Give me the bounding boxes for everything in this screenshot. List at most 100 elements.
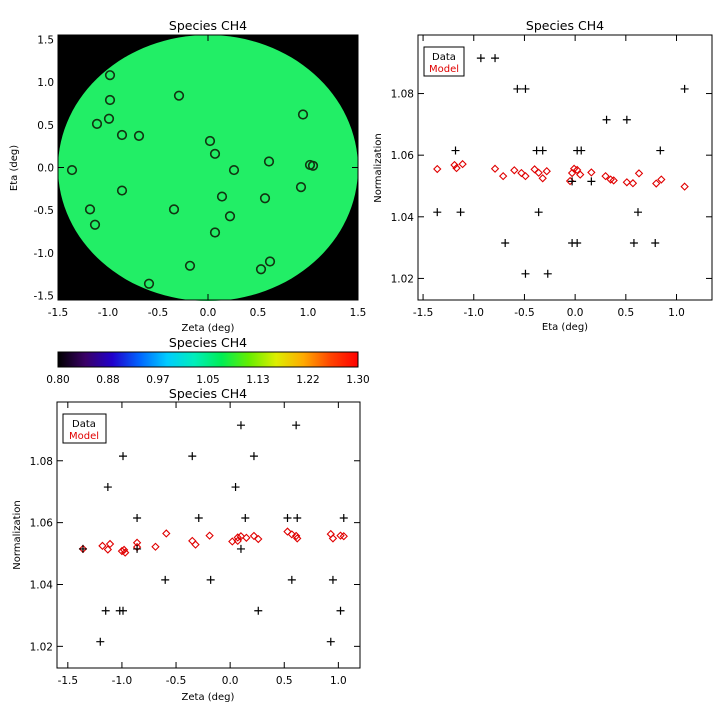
model-diamond — [233, 533, 242, 542]
source-marker — [168, 204, 180, 215]
model-diamond — [283, 527, 292, 536]
y-tick-label: 1.02 — [391, 273, 414, 285]
y-tick-label: 1.04 — [391, 212, 415, 224]
source-marker — [143, 278, 155, 289]
data-plus — [456, 208, 465, 217]
data-plus — [521, 84, 530, 93]
data-plus — [119, 452, 128, 461]
model-diamond — [433, 164, 442, 174]
x-tick-label: 1.0 — [668, 307, 685, 319]
data-plus — [622, 115, 631, 124]
y-tick-label: 1.5 — [37, 34, 54, 46]
data-plus — [96, 637, 105, 646]
source-marker — [263, 156, 275, 167]
colorbar-tick-label: 0.80 — [46, 374, 69, 386]
data-plus — [339, 513, 348, 522]
model-diamond — [657, 175, 666, 184]
y-tick-label: 1.0 — [37, 77, 54, 89]
model-diamond — [458, 159, 467, 169]
data-plus — [254, 606, 263, 615]
data-plus — [568, 177, 577, 186]
model-diamond — [601, 171, 610, 181]
model-diamond — [287, 530, 297, 539]
position-map-y-ticks: -1.5 -1.0 -0.5 0.0 0.5 1.0 1.5 — [34, 34, 358, 303]
model-diamond — [490, 164, 500, 173]
data-plus — [534, 208, 543, 217]
model-diamond — [119, 545, 129, 555]
zeta-plot-y-label: Normalization — [12, 500, 23, 570]
position-map-x-label: Zeta (deg) — [182, 323, 235, 334]
colorbar: Species CH4 0.80 0.88 0.97 1.05 1.13 1.22 1.30 — [46, 335, 369, 386]
source-marker — [133, 130, 145, 141]
zeta-plot-legend-data: Data — [72, 419, 96, 430]
x-tick-label: 0.5 — [250, 307, 267, 319]
source-marker — [89, 219, 101, 230]
data-plus — [194, 513, 203, 522]
colorbar-title: Species CH4 — [169, 335, 247, 350]
model-diamond — [534, 168, 543, 177]
x-tick-label: -1.5 — [413, 307, 434, 319]
y-tick-label: 1.04 — [30, 579, 54, 591]
model-diamond — [652, 179, 661, 188]
model-diamond — [521, 171, 530, 181]
zeta-plot-marks — [78, 421, 348, 646]
eta-plot-frame — [417, 34, 713, 301]
position-map-plot: Species CH4 -1.5 -1.0 -0.5 0.0 0.5 1.0 1.5 -1.… — [9, 18, 366, 334]
zeta-plot-title: Species CH4 — [169, 386, 247, 401]
model-diamond — [587, 168, 596, 177]
model-diamond — [450, 160, 459, 170]
data-plus — [587, 177, 596, 186]
model-diamond — [510, 166, 519, 175]
x-tick-label: -0.5 — [148, 307, 169, 319]
source-marker — [255, 264, 267, 275]
model-diamond — [205, 531, 214, 540]
data-plus — [680, 84, 689, 93]
colorbar-tick-label: 1.30 — [346, 374, 369, 386]
eta-plot-legend-box — [423, 46, 465, 77]
x-tick-label: -1.5 — [58, 675, 79, 687]
y-tick-label: 0.5 — [37, 120, 54, 132]
model-diamond — [233, 536, 242, 546]
data-plus — [633, 208, 642, 217]
data-plus — [651, 238, 660, 247]
model-diamond — [452, 163, 461, 173]
source-marker — [297, 109, 309, 120]
colorbar-gradient — [57, 351, 359, 368]
eta-plot-legend-data: Data — [432, 52, 456, 63]
data-plus — [629, 238, 638, 247]
source-marker — [216, 191, 228, 202]
data-plus — [336, 606, 345, 615]
data-plus — [249, 452, 258, 461]
x-tick-label: 0.0 — [567, 307, 584, 319]
source-marker — [307, 160, 319, 171]
model-diamond — [98, 541, 107, 551]
source-marker — [116, 185, 128, 196]
model-diamond — [162, 529, 171, 538]
source-marker — [116, 129, 128, 141]
eta-plot-title: Species CH4 — [526, 18, 604, 33]
zeta-plot-x-label: Zeta (deg) — [182, 692, 235, 703]
source-marker — [103, 113, 115, 124]
source-marker — [104, 94, 116, 106]
y-tick-label: -1.0 — [34, 248, 55, 260]
source-marker — [104, 70, 116, 81]
x-tick-label: 1.0 — [300, 307, 317, 319]
position-map-markers — [66, 70, 319, 289]
model-diamond — [634, 169, 644, 178]
model-diamond — [151, 542, 160, 551]
data-plus — [573, 238, 582, 247]
model-diamond — [328, 534, 338, 543]
data-plus — [433, 208, 442, 217]
data-plus — [543, 269, 552, 278]
data-plus — [188, 452, 197, 461]
data-plus — [133, 544, 142, 553]
colorbar-ticks: 0.80 0.88 0.97 1.05 1.13 1.22 1.30 — [46, 374, 369, 386]
model-diamond — [291, 531, 301, 541]
model-diamond — [293, 534, 302, 543]
source-marker — [184, 260, 196, 271]
model-diamond — [339, 532, 348, 541]
model-diamond — [236, 532, 246, 541]
data-plus — [231, 483, 240, 492]
x-tick-label: -0.5 — [514, 307, 535, 319]
